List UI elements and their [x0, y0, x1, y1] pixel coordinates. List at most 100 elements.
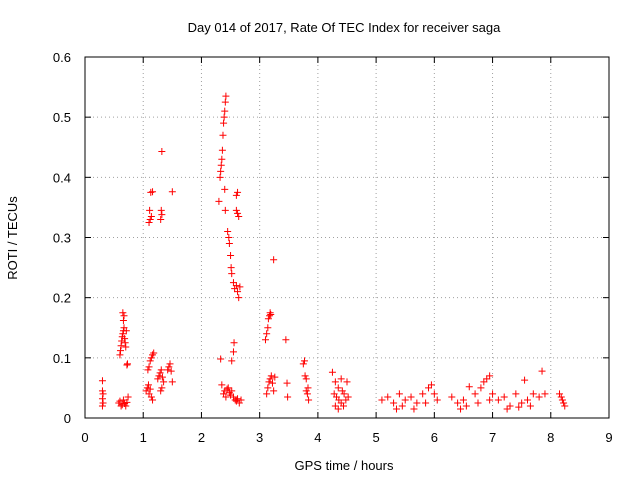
axis-ticks: 0 1 2 3 4 5 6 7 8 9 0 0.1 0.2 0.3 0.4 0.5 0.6 — [53, 50, 613, 445]
data-point — [541, 390, 549, 398]
data-point — [146, 357, 154, 365]
data-point — [154, 375, 162, 383]
data-point — [232, 191, 240, 199]
data-point — [146, 206, 154, 214]
data-point — [477, 384, 485, 392]
data-point — [217, 161, 225, 169]
data-point — [237, 396, 245, 404]
data-point — [430, 390, 438, 398]
data-point — [264, 315, 272, 323]
data-point — [265, 378, 273, 386]
data-point — [229, 393, 237, 401]
data-point — [486, 372, 494, 380]
data-point — [305, 396, 313, 404]
data-point — [284, 393, 292, 401]
data-point — [560, 399, 568, 407]
data-point — [267, 311, 275, 319]
data-point — [224, 384, 232, 392]
data-point — [334, 405, 342, 413]
data-point — [301, 372, 309, 380]
data-point — [448, 393, 456, 401]
data-points — [98, 92, 569, 413]
data-point — [465, 383, 473, 391]
data-point — [413, 399, 421, 407]
data-point — [390, 399, 398, 407]
data-point — [331, 378, 339, 386]
data-point — [157, 206, 165, 214]
x-tick-label: 7 — [489, 430, 496, 445]
data-point — [124, 393, 132, 401]
data-point — [503, 405, 511, 413]
data-point — [146, 215, 154, 223]
data-point — [227, 391, 235, 399]
data-point — [124, 360, 132, 368]
data-point — [123, 361, 131, 369]
data-point — [149, 396, 157, 404]
y-tick-label: 0.3 — [53, 231, 71, 246]
y-tick-label: 0.5 — [53, 110, 71, 125]
data-point — [494, 396, 502, 404]
data-point — [157, 366, 165, 374]
data-point — [116, 351, 124, 359]
data-point — [270, 387, 278, 395]
data-point — [99, 390, 107, 398]
data-point — [218, 381, 226, 389]
data-point — [433, 396, 441, 404]
data-point — [149, 351, 157, 359]
x-tick-label: 1 — [140, 430, 147, 445]
data-point — [343, 378, 351, 386]
data-point — [215, 197, 223, 205]
data-point — [518, 399, 526, 407]
data-point — [98, 387, 106, 395]
data-point — [217, 355, 225, 363]
data-point — [231, 285, 239, 293]
data-point — [146, 385, 154, 393]
data-point — [122, 343, 130, 351]
data-point — [235, 294, 243, 302]
y-tick-label: 0.4 — [53, 170, 71, 185]
y-tick-label: 0.1 — [53, 351, 71, 366]
data-point — [486, 396, 494, 404]
data-point — [515, 403, 523, 411]
data-point — [556, 390, 564, 398]
data-point — [234, 209, 242, 217]
data-point — [158, 373, 166, 381]
data-point — [526, 402, 534, 410]
data-point — [229, 279, 237, 287]
data-point — [119, 330, 127, 338]
data-point — [220, 119, 228, 127]
data-point — [157, 215, 165, 223]
data-point — [299, 360, 307, 368]
data-point — [119, 317, 127, 325]
data-point — [158, 384, 166, 392]
data-point — [144, 381, 152, 389]
data-point — [228, 387, 236, 395]
data-point — [119, 309, 127, 317]
data-point — [270, 256, 278, 264]
data-point — [222, 92, 230, 100]
data-point — [419, 390, 427, 398]
data-point — [225, 240, 233, 248]
data-point — [117, 347, 125, 355]
y-tick-label: 0.6 — [53, 50, 71, 65]
data-point — [120, 312, 128, 320]
data-point — [234, 188, 242, 196]
data-point — [228, 270, 236, 278]
data-point — [142, 387, 150, 395]
data-point — [334, 384, 342, 392]
data-point — [232, 206, 240, 214]
data-point — [227, 264, 235, 272]
data-point — [160, 378, 168, 386]
data-point — [471, 390, 479, 398]
data-point — [122, 327, 130, 335]
data-point — [267, 372, 275, 380]
data-point — [223, 385, 231, 393]
data-point — [378, 396, 386, 404]
x-tick-label: 3 — [256, 430, 263, 445]
data-point — [147, 212, 155, 220]
data-point — [282, 336, 290, 344]
data-point — [328, 368, 336, 376]
data-point — [166, 360, 174, 368]
data-point — [158, 211, 166, 219]
data-point — [221, 185, 229, 193]
